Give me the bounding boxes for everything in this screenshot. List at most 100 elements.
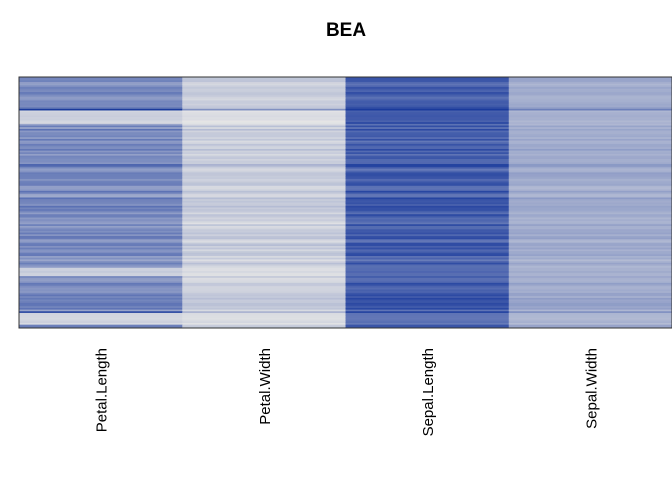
heatmap-cell bbox=[508, 230, 672, 234]
heatmap-cell bbox=[182, 306, 346, 309]
heatmap-cell bbox=[19, 93, 183, 96]
heatmap-cell bbox=[345, 150, 510, 153]
heatmap-cell bbox=[19, 140, 183, 143]
heatmap-cell bbox=[182, 93, 346, 96]
heatmap-cell bbox=[182, 170, 346, 173]
heatmap-cell bbox=[19, 92, 183, 95]
heatmap-cell bbox=[19, 215, 183, 218]
heatmap-cell bbox=[508, 204, 672, 207]
heatmap-cell bbox=[345, 137, 510, 140]
heatmap-cell bbox=[182, 125, 346, 128]
heatmap-cell bbox=[19, 292, 183, 295]
heatmap-cell bbox=[19, 105, 183, 108]
heatmap-cell bbox=[19, 256, 183, 259]
heatmap-cell bbox=[182, 187, 346, 190]
heatmap-cell bbox=[19, 234, 183, 237]
heatmap-cell bbox=[508, 311, 672, 314]
heatmap-cell bbox=[345, 281, 510, 284]
heatmap-cells bbox=[19, 77, 672, 329]
heatmap-cell bbox=[19, 117, 183, 120]
heatmap-cell bbox=[508, 90, 672, 93]
heatmap-cell bbox=[345, 239, 510, 242]
heatmap-cell bbox=[182, 225, 346, 228]
heatmap-cell bbox=[508, 259, 672, 262]
heatmap-cell bbox=[508, 97, 672, 100]
heatmap-cell bbox=[19, 220, 183, 223]
heatmap-cell bbox=[182, 97, 346, 100]
heatmap-cell bbox=[19, 158, 183, 162]
heatmap-cell bbox=[345, 185, 510, 188]
heatmap-cell bbox=[345, 272, 510, 275]
heatmap-cell bbox=[19, 276, 183, 279]
heatmap-cell bbox=[19, 113, 183, 116]
heatmap-cell bbox=[508, 175, 672, 178]
heatmap-cell bbox=[19, 155, 183, 158]
heatmap-cell bbox=[19, 259, 183, 262]
heatmap-cell bbox=[182, 239, 346, 242]
heatmap-cell bbox=[182, 140, 346, 143]
heatmap-cell bbox=[182, 207, 346, 210]
heatmap-cell bbox=[345, 219, 510, 222]
heatmap-cell bbox=[508, 322, 672, 326]
heatmap-cell bbox=[19, 202, 183, 205]
heatmap-cell bbox=[508, 95, 672, 98]
heatmap-cell bbox=[345, 152, 510, 155]
heatmap-cell bbox=[19, 312, 183, 316]
heatmap-cell bbox=[19, 314, 183, 317]
heatmap-cell bbox=[182, 152, 346, 155]
heatmap-cell bbox=[19, 242, 183, 245]
heatmap-cell bbox=[19, 97, 183, 100]
heatmap-cell bbox=[508, 219, 672, 222]
heatmap-cell bbox=[19, 301, 183, 304]
heatmap-cell bbox=[345, 204, 510, 207]
heatmap-cell bbox=[182, 175, 346, 178]
heatmap-cell bbox=[345, 200, 510, 203]
heatmap-cell bbox=[345, 240, 510, 244]
heatmap-cell bbox=[19, 80, 183, 83]
heatmap-cell bbox=[508, 249, 672, 252]
heatmap-cell bbox=[508, 88, 672, 91]
heatmap-cell bbox=[182, 138, 346, 141]
heatmap-cell bbox=[19, 145, 183, 148]
heatmap-cell bbox=[19, 222, 183, 225]
heatmap-cell bbox=[182, 190, 346, 193]
heatmap-cell bbox=[345, 140, 510, 143]
heatmap-cell bbox=[19, 200, 183, 203]
heatmap-cell bbox=[19, 316, 183, 319]
heatmap-cell bbox=[508, 123, 672, 126]
heatmap-cell bbox=[345, 170, 510, 173]
heatmap-cell bbox=[182, 312, 346, 316]
heatmap-cell bbox=[345, 322, 510, 326]
heatmap-cell bbox=[182, 112, 346, 115]
heatmap-cell bbox=[19, 107, 183, 110]
heatmap-cell bbox=[182, 148, 346, 152]
heatmap-cell bbox=[345, 202, 510, 205]
heatmap-cell bbox=[345, 225, 510, 228]
heatmap-cell bbox=[508, 158, 672, 162]
heatmap-cell bbox=[345, 324, 510, 327]
heatmap-cell bbox=[345, 123, 510, 126]
heatmap-cell bbox=[508, 100, 672, 103]
heatmap-cell bbox=[508, 93, 672, 96]
heatmap-cell bbox=[345, 93, 510, 96]
heatmap-cell bbox=[345, 282, 510, 285]
heatmap-cell bbox=[508, 247, 672, 250]
heatmap-cell bbox=[345, 182, 510, 185]
heatmap-cell bbox=[182, 304, 346, 307]
plot-border bbox=[18, 76, 672, 329]
heatmap-cell bbox=[345, 172, 510, 175]
heatmap-cell bbox=[345, 133, 510, 136]
heatmap-cell bbox=[19, 267, 183, 270]
heatmap-cell bbox=[19, 167, 183, 170]
heatmap-cell bbox=[508, 274, 672, 277]
heatmap-cell bbox=[508, 185, 672, 188]
heatmap-cell bbox=[508, 118, 672, 121]
heatmap-cell bbox=[19, 284, 183, 287]
heatmap-cell bbox=[19, 128, 183, 131]
heatmap-cell bbox=[508, 125, 672, 128]
heatmap-cell bbox=[19, 304, 183, 307]
heatmap-cell bbox=[19, 190, 183, 193]
heatmap-cell bbox=[345, 244, 510, 247]
heatmap-cell bbox=[19, 309, 183, 312]
heatmap-cell bbox=[508, 229, 672, 232]
